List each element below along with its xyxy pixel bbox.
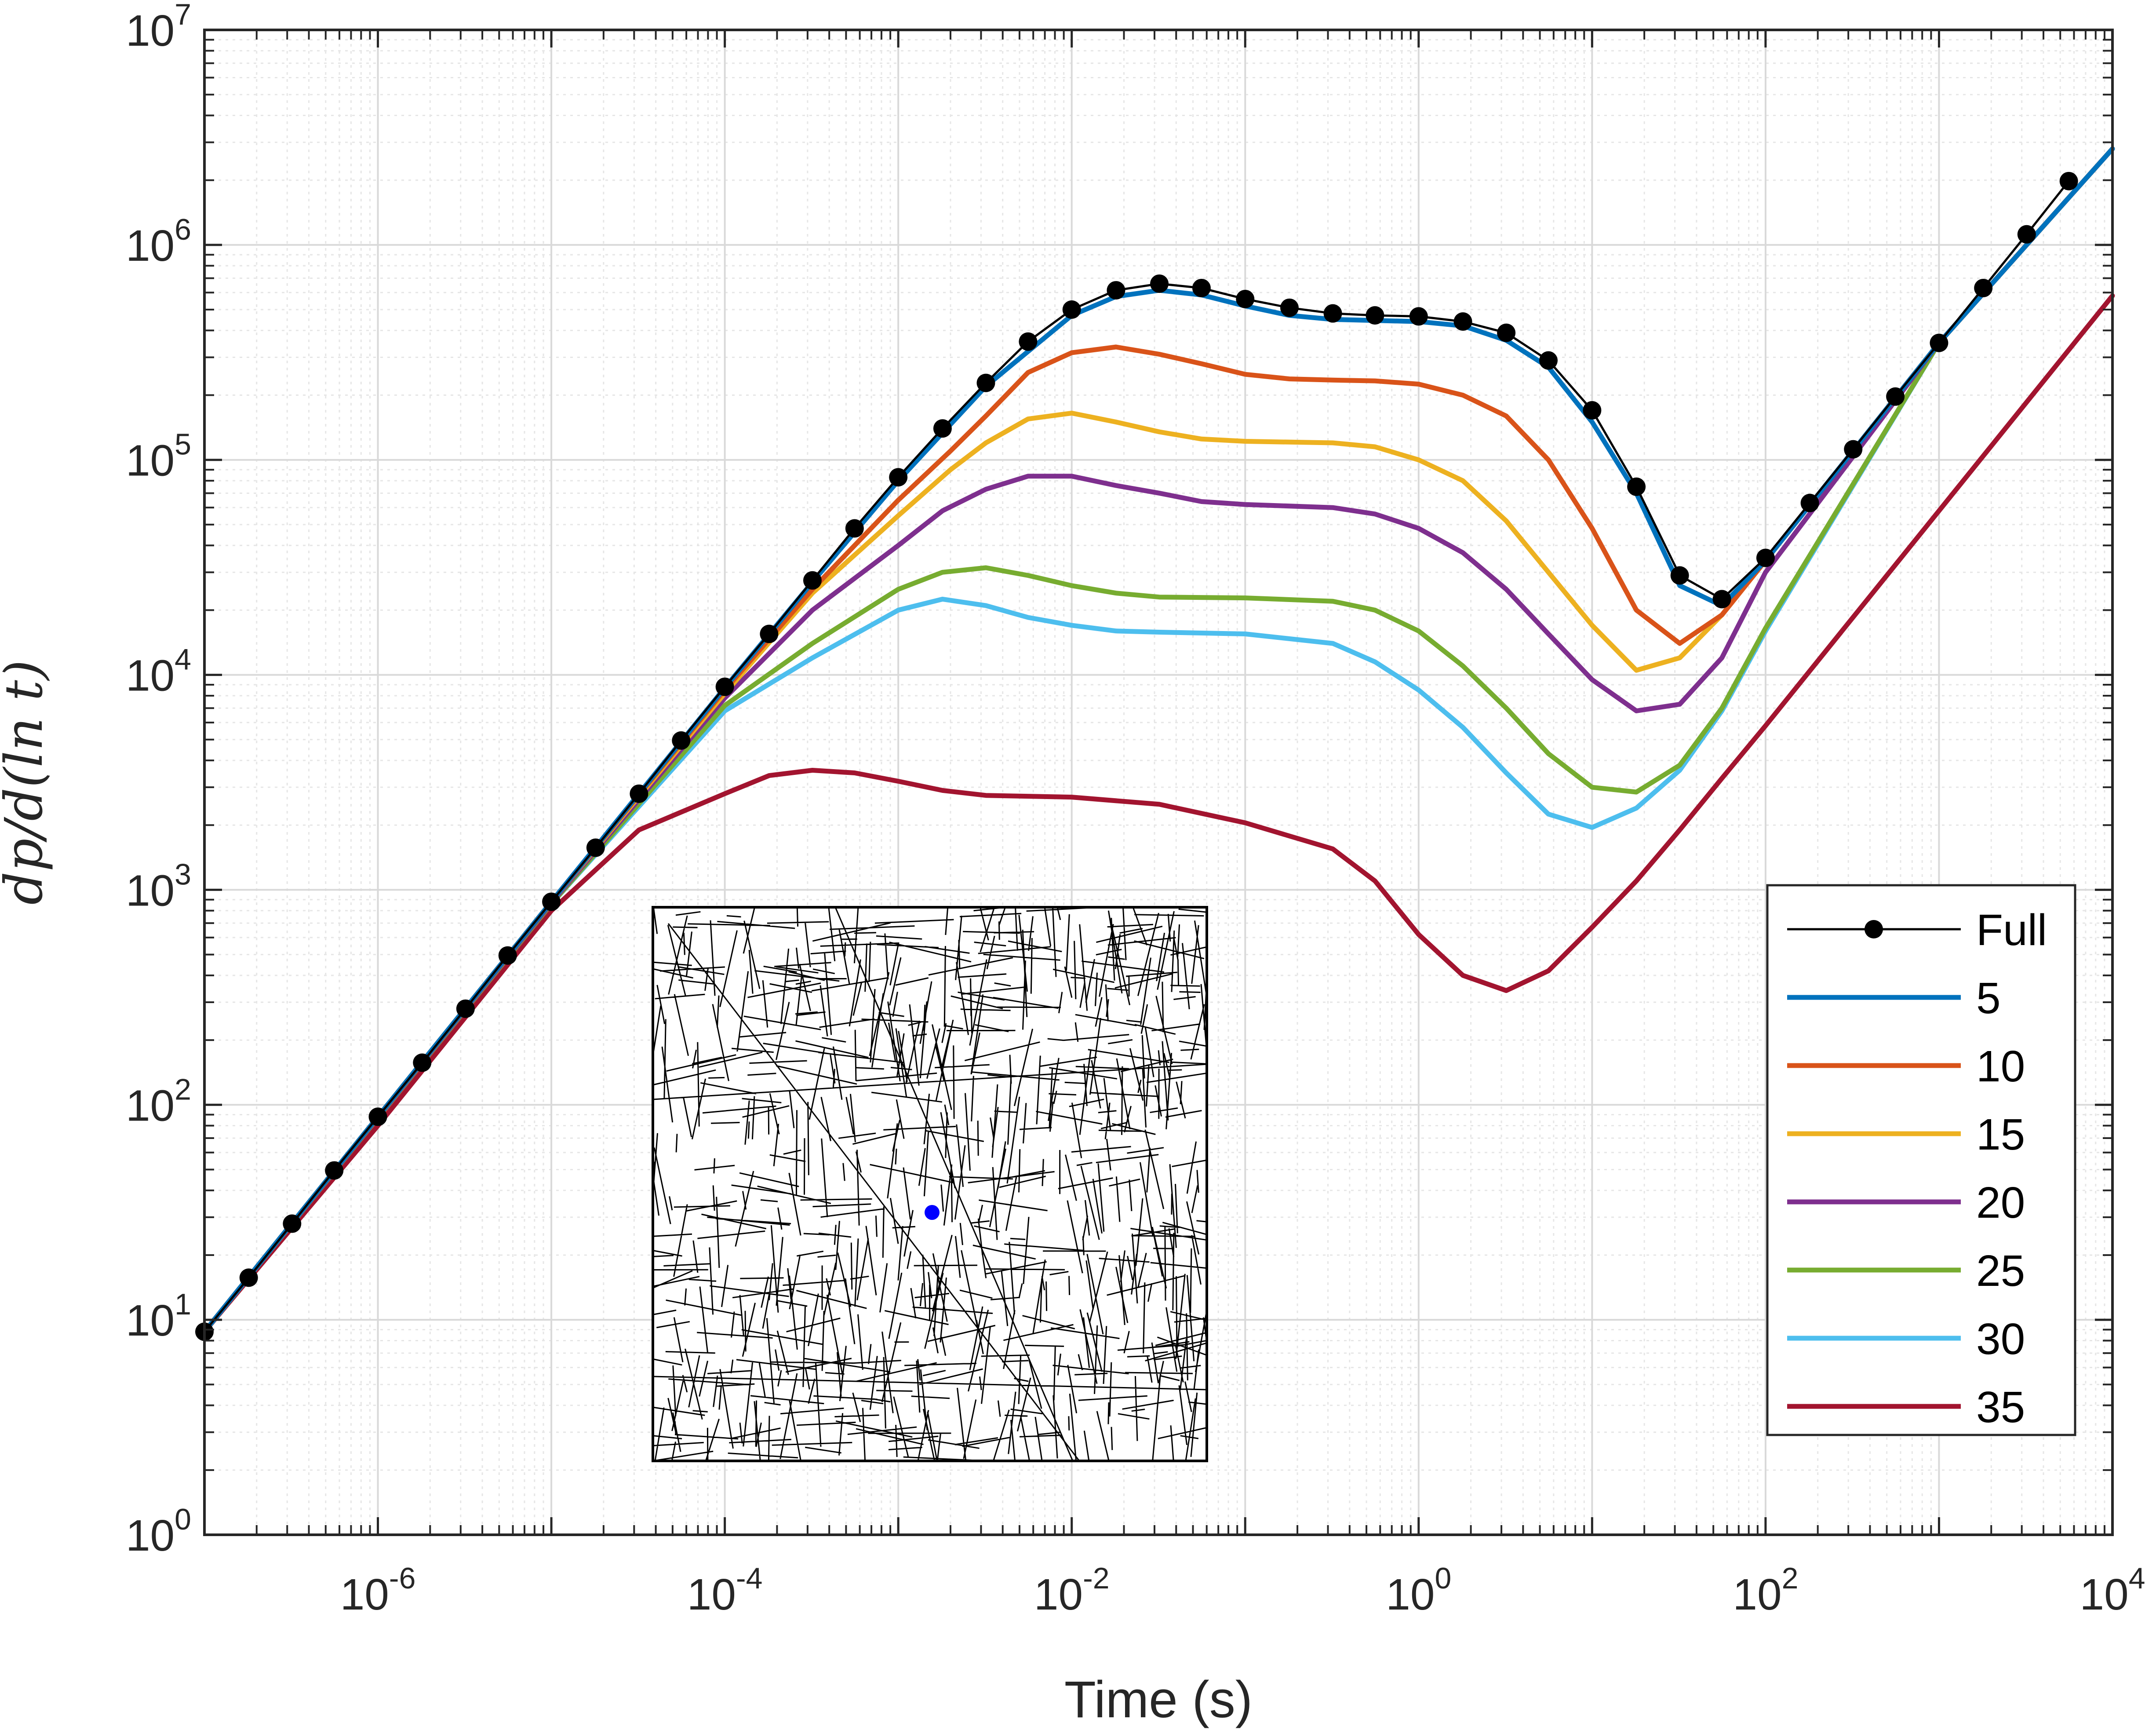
legend-marker-Full xyxy=(1865,920,1883,938)
y-tick-label: 104 xyxy=(126,643,191,701)
legend-label: 20 xyxy=(1976,1178,2025,1227)
y-tick-label: 100 xyxy=(126,1503,191,1560)
series-line-30 xyxy=(202,146,2115,1334)
series-marker-Full xyxy=(1974,278,1993,297)
series-marker-Full xyxy=(889,468,908,487)
x-tick-labels: 10-6 10-4 10-2 100 102 104 xyxy=(340,1562,2145,1619)
legend-label: 15 xyxy=(1976,1110,2025,1159)
y-tick-label: 101 xyxy=(126,1288,191,1345)
series-marker-Full xyxy=(456,999,475,1018)
legend-label: 35 xyxy=(1976,1383,2025,1432)
series-marker-Full xyxy=(1844,440,1863,459)
y-tick-labels: 100 101 102 103 104 105 106 107 xyxy=(126,0,191,1560)
series-marker-Full xyxy=(239,1268,258,1287)
series-marker-Full xyxy=(1712,590,1731,609)
series-marker-Full xyxy=(1627,477,1646,496)
series-marker-Full xyxy=(413,1053,432,1072)
series-marker-Full xyxy=(845,519,864,538)
series-marker-Full xyxy=(498,946,517,965)
series-marker-Full xyxy=(933,419,952,438)
legend-label: Full xyxy=(1976,905,2047,955)
series-marker-Full xyxy=(1583,401,1602,420)
inset-well-marker xyxy=(925,1205,940,1220)
series-marker-Full xyxy=(760,624,779,643)
x-tick-label: 10-2 xyxy=(1034,1562,1110,1619)
series-marker-Full xyxy=(1107,281,1125,300)
series-marker-Full xyxy=(976,373,995,392)
series-marker-Full xyxy=(803,571,822,590)
series-marker-Full xyxy=(1192,278,1211,297)
series-line-35 xyxy=(202,293,2115,1334)
y-tick-label: 105 xyxy=(126,428,191,486)
series-line-20 xyxy=(202,146,2115,1334)
series-marker-Full xyxy=(283,1214,302,1233)
inset-fracture-lines xyxy=(652,906,1208,1462)
series-marker-Full xyxy=(1497,323,1516,342)
series-marker-Full xyxy=(630,784,648,803)
series-line-Full xyxy=(203,180,2070,1333)
series-marker-Full xyxy=(672,731,691,750)
series-marker-Full xyxy=(325,1161,344,1180)
series-layer xyxy=(195,146,2115,1341)
inset-frame xyxy=(652,906,1208,1462)
series-marker-Full xyxy=(1150,274,1169,293)
series-marker-Full xyxy=(1062,300,1081,319)
legend-label: 25 xyxy=(1976,1246,2025,1296)
x-tick-label: 100 xyxy=(1386,1562,1451,1619)
y-tick-label: 103 xyxy=(126,858,191,915)
legend: Full 5 10 15 20 25 30 35 xyxy=(1766,884,2076,1436)
series-marker-Full xyxy=(368,1107,387,1126)
series-marker-Full xyxy=(1019,332,1038,351)
series-marker-Full xyxy=(1453,312,1472,331)
series-marker-Full xyxy=(1236,289,1255,308)
y-axis-label: dp/d(ln t) xyxy=(0,660,54,905)
series-marker-Full xyxy=(1539,351,1558,370)
axis-ticks xyxy=(203,30,2112,1536)
legend-label: 10 xyxy=(1976,1042,2025,1091)
inset-fracture-network xyxy=(652,906,1208,1462)
series-marker-Full xyxy=(586,838,605,857)
legend-label: 30 xyxy=(1976,1314,2025,1364)
series-marker-Full xyxy=(1800,493,1819,512)
series-line-10 xyxy=(202,146,2115,1334)
plot-frame xyxy=(203,29,2114,1536)
series-marker-Full xyxy=(1756,548,1775,567)
series-marker-Full xyxy=(542,892,561,911)
x-tick-label: 104 xyxy=(2080,1562,2145,1619)
x-tick-label: 10-4 xyxy=(687,1562,763,1619)
series-line-25 xyxy=(202,146,2115,1334)
series-marker-Full xyxy=(2017,225,2036,244)
series-line-15 xyxy=(202,146,2115,1334)
series-marker-Full xyxy=(1280,298,1299,317)
series-marker-Full xyxy=(1409,307,1428,326)
x-axis-label: Time (s) xyxy=(1064,1671,1253,1729)
series-marker-Full xyxy=(1670,566,1689,585)
legend-label: 5 xyxy=(1976,974,2001,1023)
series-marker-Full xyxy=(1886,387,1905,406)
x-tick-label: 10-6 xyxy=(340,1562,416,1619)
y-tick-label: 107 xyxy=(126,0,191,55)
y-tick-label: 102 xyxy=(126,1073,191,1130)
series-marker-Full xyxy=(2059,172,2078,190)
series-marker-Full xyxy=(1366,306,1384,325)
series-marker-Full xyxy=(715,677,734,696)
series-marker-Full xyxy=(1323,304,1342,323)
series-marker-Full xyxy=(1930,333,1948,352)
series-line-5 xyxy=(202,146,2115,1334)
y-tick-label: 106 xyxy=(126,213,191,270)
x-tick-label: 102 xyxy=(1733,1562,1798,1619)
legend-box xyxy=(1766,884,2076,1436)
